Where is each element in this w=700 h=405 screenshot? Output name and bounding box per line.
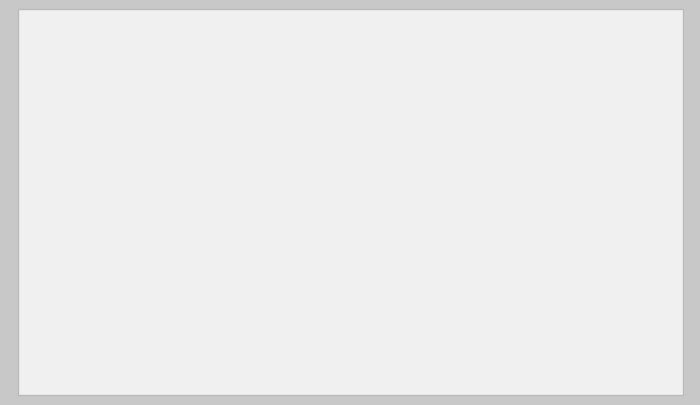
Text: $\mathit{F}$: $\mathit{F}$ <box>364 158 377 176</box>
Text: $\mathit{B}$: $\mathit{B}$ <box>384 174 393 185</box>
Text: $\mathit{A}$: $\mathit{A}$ <box>156 174 165 185</box>
FancyBboxPatch shape <box>526 367 674 395</box>
Bar <box>231 168 326 247</box>
Text: QUESTION 5: QUESTION 5 <box>38 32 124 45</box>
Text: $\mathit{F}$: $\mathit{F}$ <box>136 158 149 176</box>
Text: 1 points: 1 points <box>481 376 528 389</box>
Bar <box>32 330 154 364</box>
Text: Save Answer: Save Answer <box>566 376 634 386</box>
Text: Two constant forces are applied to a 4 kg block that is initially at rest on a f: Two constant forces are applied to a 4 k… <box>38 81 635 132</box>
Bar <box>84 247 490 259</box>
